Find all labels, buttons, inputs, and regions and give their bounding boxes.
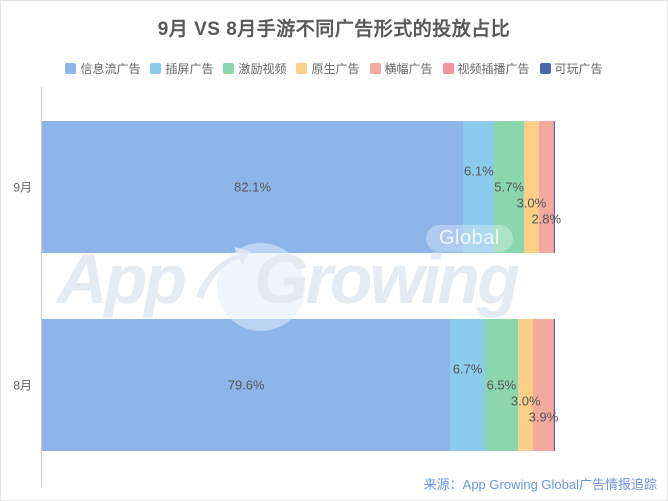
value-label: 6.1% bbox=[463, 163, 494, 179]
bar-segment[interactable] bbox=[553, 319, 555, 451]
legend-item[interactable]: 信息流广告 bbox=[65, 60, 140, 77]
legend-item[interactable]: 视频插播广告 bbox=[442, 60, 530, 77]
legend-swatch-icon bbox=[150, 63, 162, 74]
value-label: 6.7% bbox=[452, 361, 483, 377]
bar-segment[interactable] bbox=[553, 121, 554, 253]
category-label: 9月 bbox=[13, 180, 32, 195]
legend-swatch-icon bbox=[296, 63, 308, 74]
legend-item[interactable]: 插屏广告 bbox=[150, 60, 213, 77]
legend-label: 可玩广告 bbox=[554, 62, 603, 76]
value-label: 79.6% bbox=[227, 377, 265, 393]
value-label: 6.5% bbox=[486, 377, 517, 393]
bar-segment[interactable] bbox=[484, 319, 519, 451]
bar-segment[interactable] bbox=[494, 121, 524, 253]
category-label: 8月 bbox=[13, 378, 32, 393]
legend-item[interactable]: 横幅广告 bbox=[369, 60, 433, 77]
legend-label: 插屏广告 bbox=[165, 62, 214, 76]
legend-label: 原生广告 bbox=[311, 62, 360, 76]
bar-segment[interactable] bbox=[553, 121, 555, 253]
bar-row: 79.6% 6.7% 6.5% 3.0% 3.9% bbox=[42, 319, 558, 451]
bar-segment[interactable] bbox=[539, 121, 554, 253]
legend-swatch-icon bbox=[369, 63, 381, 74]
bar-segment[interactable] bbox=[42, 121, 464, 253]
value-label: 5.7% bbox=[494, 179, 524, 195]
plot-area: 82.1% 6.1% 5.7% 3.0% 2.8% 9月 79.6% 6.7% 6.5% 3.0%… bbox=[13, 87, 561, 487]
legend-label: 信息流广告 bbox=[80, 62, 141, 76]
bar-segment[interactable] bbox=[518, 319, 534, 451]
bar-segment[interactable] bbox=[463, 121, 495, 253]
value-label: 2.8% bbox=[531, 211, 562, 227]
value-label: 3.0% bbox=[516, 195, 547, 211]
legend: 信息流广告 插屏广告 激励视频 原生广告 横幅广告 视频插播广告 可玩广告 bbox=[1, 60, 667, 77]
bar-segment[interactable] bbox=[523, 121, 540, 253]
source-attribution: 来源：App Growing Global广告情报追踪 bbox=[423, 477, 657, 492]
legend-item[interactable]: 激励视频 bbox=[223, 60, 286, 77]
legend-swatch-icon bbox=[539, 63, 551, 74]
legend-swatch-icon bbox=[65, 63, 77, 74]
chart-title: 9月 VS 8月手游不同广告形式的投放占比 bbox=[157, 19, 511, 40]
bar-segment[interactable] bbox=[450, 319, 485, 451]
legend-swatch-icon bbox=[442, 63, 454, 74]
value-label: 3.9% bbox=[528, 409, 559, 425]
legend-label: 横幅广告 bbox=[384, 62, 433, 76]
legend-item[interactable]: 可玩广告 bbox=[539, 60, 603, 77]
legend-label: 视频插播广告 bbox=[457, 62, 530, 76]
legend-item[interactable]: 原生广告 bbox=[296, 60, 360, 77]
legend-label: 激励视频 bbox=[238, 62, 287, 76]
value-label: 82.1% bbox=[234, 179, 272, 195]
value-label: 3.0% bbox=[510, 393, 541, 409]
legend-swatch-icon bbox=[223, 63, 235, 74]
bar-row: 82.1% 6.1% 5.7% 3.0% 2.8% bbox=[42, 121, 561, 253]
bar-segment[interactable] bbox=[533, 319, 554, 451]
bar-segment[interactable] bbox=[42, 319, 451, 451]
y-axis-line bbox=[41, 87, 42, 487]
bar-segment[interactable] bbox=[553, 319, 554, 451]
